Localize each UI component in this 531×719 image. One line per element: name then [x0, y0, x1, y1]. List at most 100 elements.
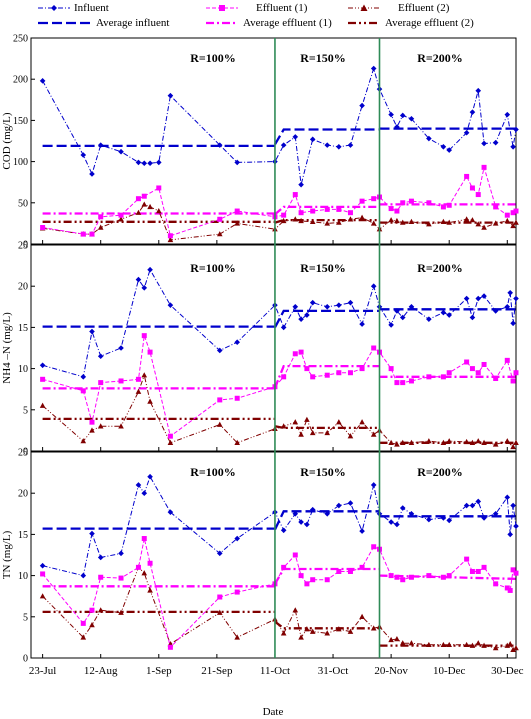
data-point-effluent2: [216, 231, 223, 237]
data-point-effluent1: [408, 574, 414, 580]
data-point-influent: [336, 502, 342, 509]
data-point-influent: [167, 302, 174, 308]
data-point-effluent1: [98, 574, 104, 580]
data-point-effluent1: [400, 200, 406, 206]
data-point-influent: [481, 293, 487, 299]
data-point-influent: [309, 299, 316, 306]
data-point-effluent1: [167, 644, 173, 650]
data-point-effluent1: [281, 374, 287, 380]
data-point-effluent2: [408, 439, 415, 445]
data-point-influent: [324, 511, 331, 517]
data-point-effluent1: [80, 620, 86, 626]
data-point-effluent1: [481, 361, 487, 367]
data-point-effluent2: [426, 438, 432, 444]
data-point-effluent1: [141, 193, 147, 199]
data-point-effluent1: [481, 164, 487, 170]
data-point-effluent1: [89, 231, 95, 237]
data-point-effluent2: [147, 203, 153, 210]
data-point-effluent2: [118, 216, 124, 222]
data-point-influent: [80, 572, 87, 579]
average-line-effluent1: [274, 205, 380, 216]
data-point-effluent2: [118, 423, 124, 429]
data-point-effluent1: [513, 570, 519, 576]
data-point-influent: [394, 521, 400, 528]
y-tick-label: 0: [23, 447, 28, 458]
data-point-effluent2: [408, 218, 415, 224]
data-point-effluent2: [280, 217, 287, 224]
data-point-influent: [234, 339, 240, 346]
data-point-effluent2: [446, 641, 453, 648]
phase-label: R=150%: [300, 51, 346, 65]
data-point-effluent2: [359, 214, 365, 220]
data-point-effluent1: [298, 210, 304, 216]
data-point-influent: [309, 506, 316, 513]
data-point-effluent2: [394, 217, 400, 224]
data-point-effluent1: [118, 212, 124, 218]
x-tick-label: 1-Sep: [146, 665, 172, 677]
x-tick-label: 31-Oct: [318, 665, 349, 677]
data-point-influent: [39, 78, 46, 84]
data-point-effluent1: [446, 202, 452, 208]
data-point-effluent2: [97, 423, 104, 429]
data-point-effluent2: [298, 634, 304, 640]
data-point-effluent1: [98, 214, 104, 220]
data-point-influent: [469, 502, 476, 509]
data-point-influent: [475, 87, 482, 94]
data-point-influent: [80, 374, 87, 380]
data-point-influent: [141, 285, 148, 291]
data-point-effluent2: [504, 642, 511, 648]
data-point-effluent1: [135, 376, 141, 382]
data-point-influent: [481, 140, 487, 147]
data-point-effluent2: [97, 607, 104, 613]
data-point-effluent2: [446, 438, 453, 444]
data-point-effluent2: [481, 439, 487, 445]
data-point-influent: [234, 535, 240, 542]
data-point-influent: [388, 519, 394, 525]
phase-label: R=200%: [417, 465, 463, 479]
y-tick-label: 150: [13, 116, 28, 127]
data-point-effluent2: [141, 570, 148, 576]
data-point-influent: [440, 515, 447, 521]
data-point-influent: [408, 115, 415, 122]
data-point-effluent2: [336, 219, 342, 225]
average-line-effluent2: [274, 218, 380, 224]
data-point-effluent2: [118, 609, 124, 615]
legend-label-influent: Influent: [74, 2, 109, 14]
data-point-influent: [118, 550, 124, 557]
data-point-influent: [309, 136, 316, 143]
data-point-influent: [292, 511, 299, 517]
data-point-effluent2: [492, 441, 499, 447]
data-point-influent: [147, 160, 153, 167]
data-point-effluent2: [469, 439, 476, 445]
data-point-effluent2: [513, 219, 519, 225]
data-point-effluent2: [359, 419, 365, 425]
data-point-effluent2: [97, 224, 104, 230]
average-line-influent: [274, 128, 380, 145]
data-point-influent: [324, 304, 331, 310]
data-point-influent: [135, 276, 142, 283]
data-point-effluent1: [217, 216, 223, 222]
data-point-effluent2: [388, 217, 394, 223]
data-point-effluent2: [292, 607, 299, 613]
plot-area-frame: [30, 37, 517, 245]
data-point-influent: [80, 152, 87, 158]
data-point-influent: [280, 324, 287, 331]
data-point-effluent1: [371, 196, 377, 202]
data-point-effluent1: [135, 196, 141, 202]
phase-label: R=150%: [300, 261, 346, 275]
data-point-effluent1: [141, 536, 147, 542]
data-point-influent: [492, 139, 499, 146]
data-point-effluent1: [118, 575, 124, 581]
data-point-effluent2: [280, 630, 287, 636]
plot-area-frame: [30, 244, 517, 452]
data-point-influent: [408, 511, 415, 517]
data-point-effluent1: [298, 349, 304, 355]
data-point-influent: [304, 521, 310, 528]
data-point-effluent1: [292, 351, 298, 357]
data-point-effluent1: [281, 212, 287, 218]
data-point-effluent1: [98, 380, 104, 386]
data-point-effluent1: [408, 198, 414, 204]
data-point-effluent1: [426, 573, 432, 579]
y-tick-label: 20: [18, 282, 28, 293]
